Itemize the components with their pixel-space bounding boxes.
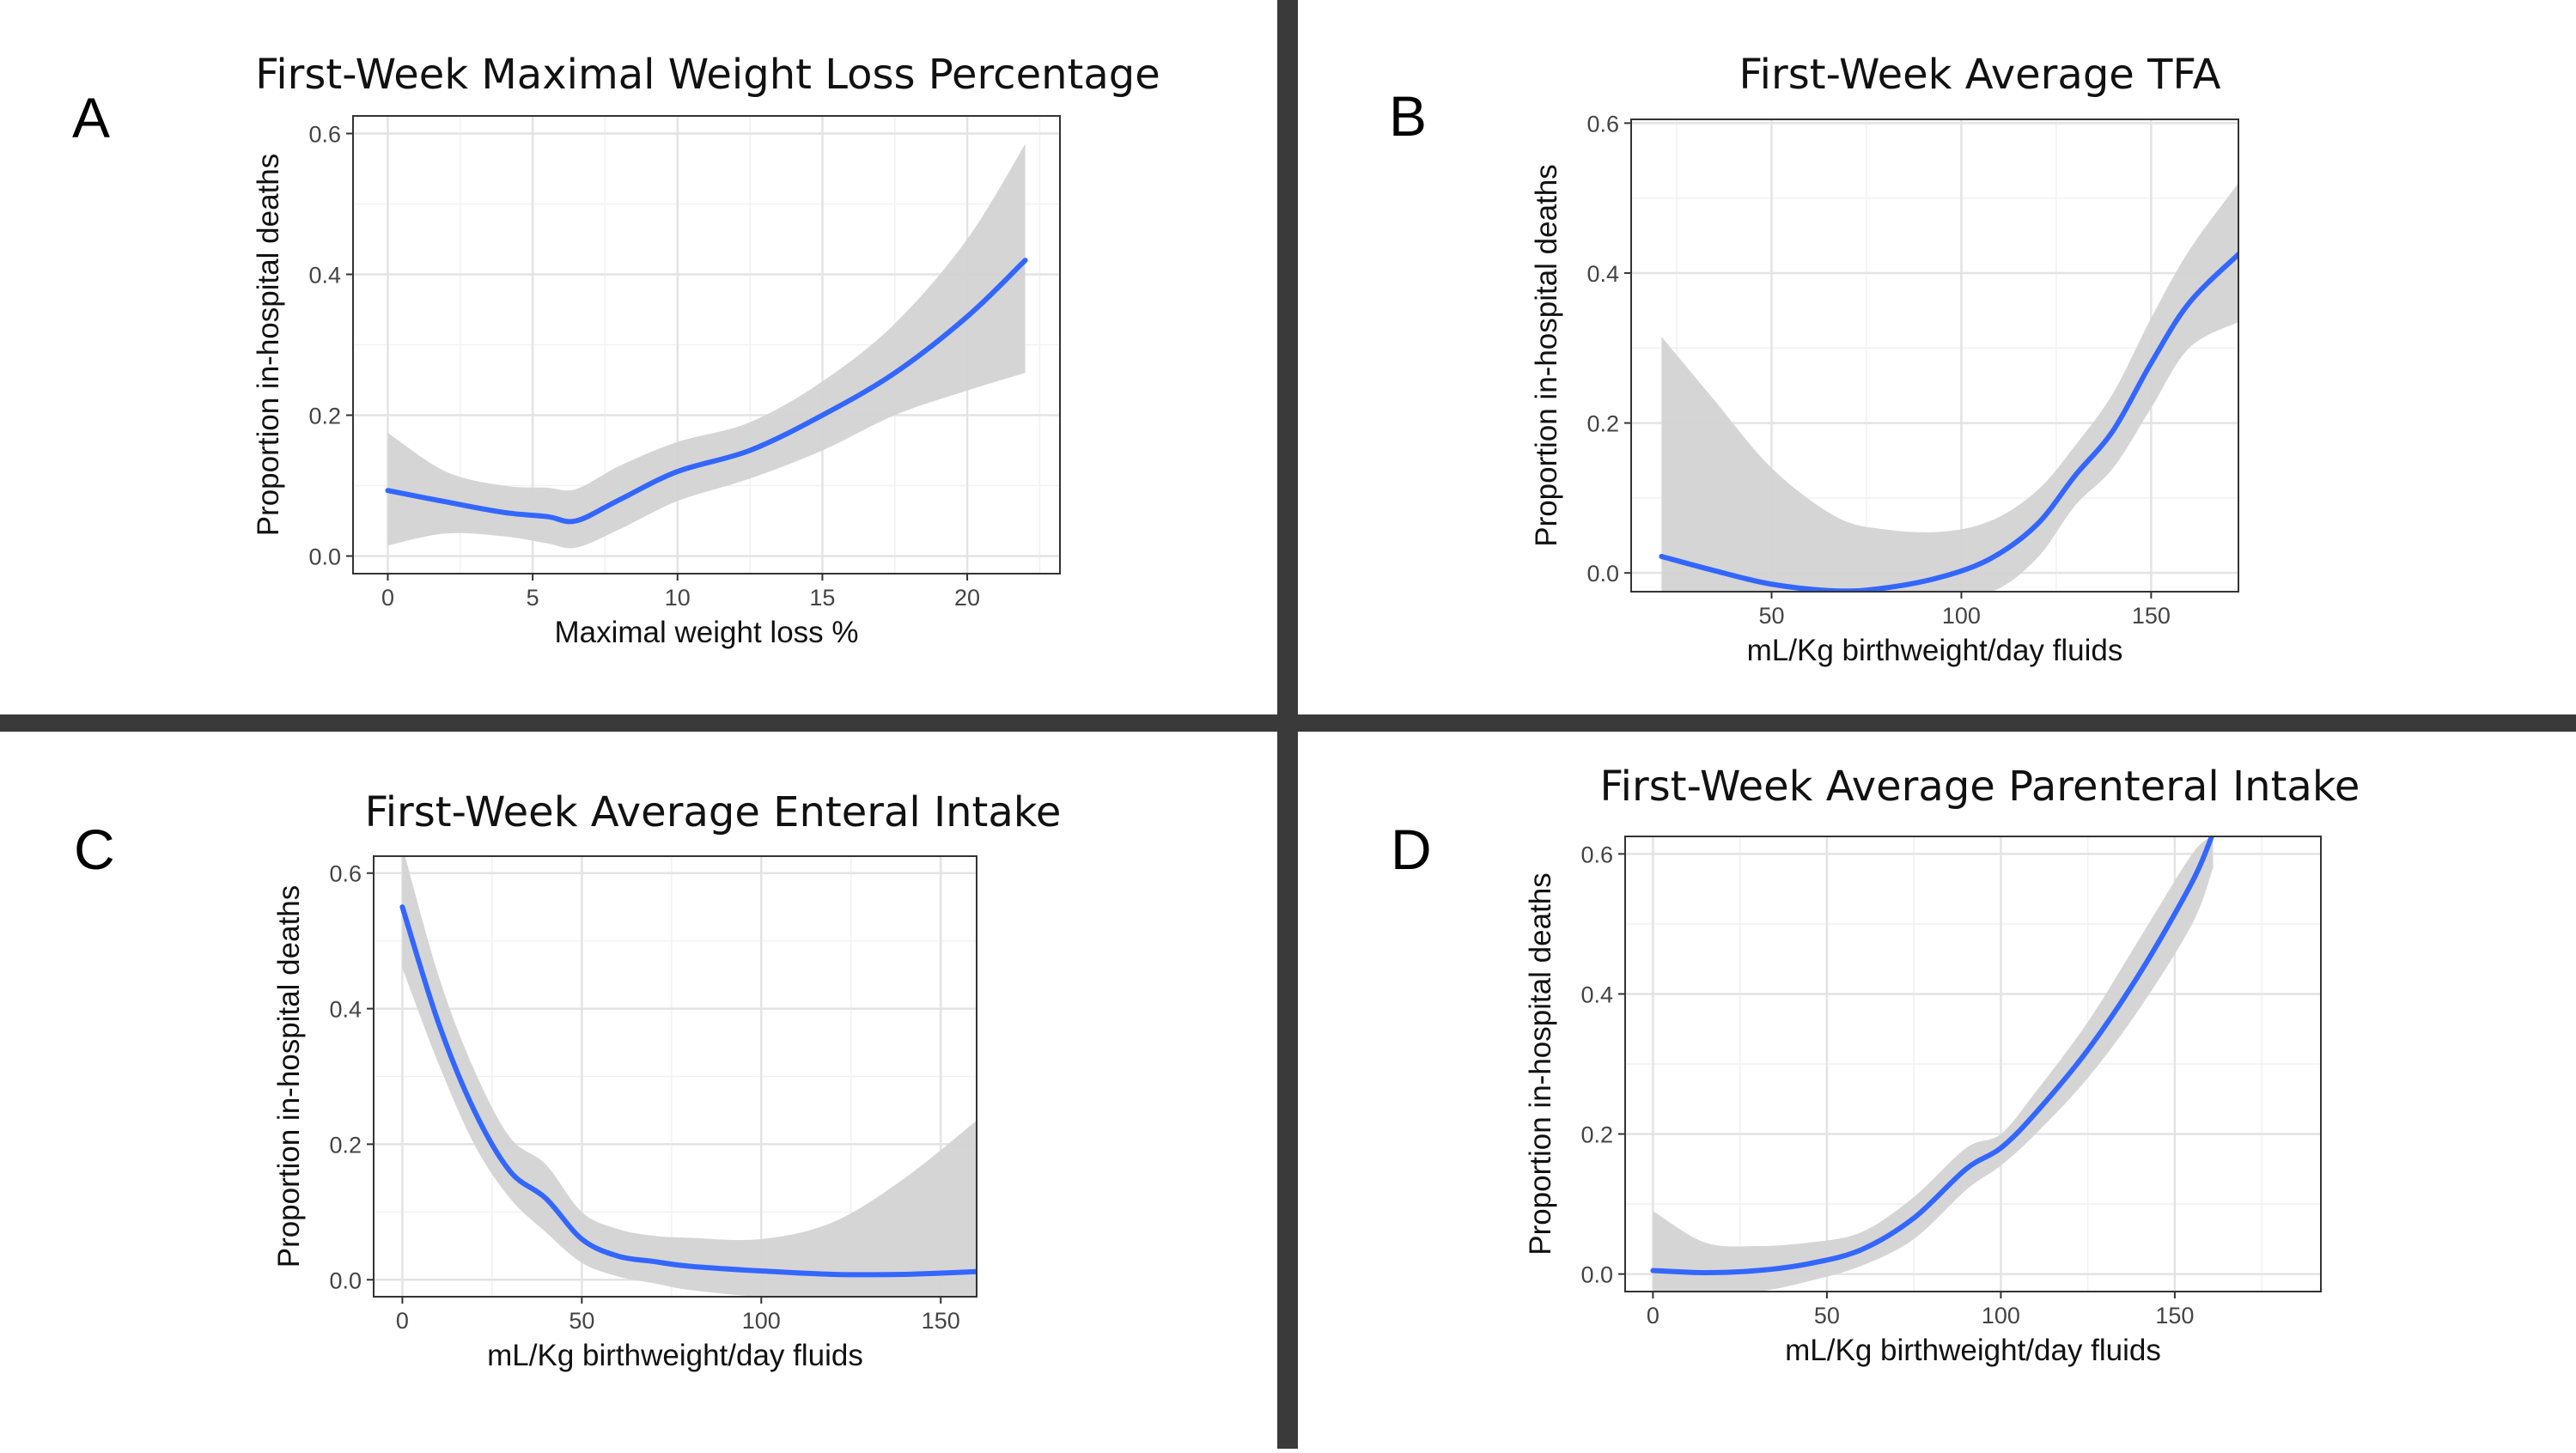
series-line <box>1650 836 2215 1275</box>
y-tick-label: 0.0 <box>329 1268 362 1293</box>
chart-b-svg: B First-Week Average TFA 50 100 150 0.0 0.2 0… <box>1389 51 2239 667</box>
plot-border <box>373 855 977 1298</box>
y-tick-label: 0.0 <box>308 544 341 570</box>
panel-title-d: First-Week Average Parenteral Intake <box>1600 763 2360 811</box>
x-tick-label: 50 <box>1758 603 1784 629</box>
panel-letter-d: D <box>1391 818 1432 881</box>
x-tick-label: 150 <box>2132 603 2171 629</box>
panel-title-c: First-Week Average Enteral Intake <box>365 788 1062 836</box>
plot-border <box>1630 119 2239 593</box>
x-tick-label: 20 <box>954 585 980 611</box>
x-tick-label: 100 <box>1942 603 1981 629</box>
x-tick-label: 0 <box>396 1308 409 1334</box>
x-axis-label: mL/Kg birthweight/day fluids <box>1785 1334 2161 1367</box>
confidence-band <box>387 143 1026 549</box>
x-tick-label: 0 <box>381 585 394 611</box>
panel-b: B First-Week Average TFA 50 100 150 0.0 0.2 0… <box>1298 0 2576 714</box>
panel-title-b: First-Week Average TFA <box>1739 51 2221 99</box>
x-tick-label: 5 <box>527 585 539 611</box>
chart-a-svg: A First-Week Maximal Weight Loss Percent… <box>72 51 1160 649</box>
confidence-band <box>1661 183 2238 592</box>
x-tick-label: 10 <box>665 585 691 611</box>
x-tick-label: 150 <box>922 1308 960 1334</box>
y-axis-label: Proportion in-hospital deaths <box>1524 872 1557 1255</box>
y-tick-label: 0.6 <box>1580 842 1613 867</box>
panel-title-a: First-Week Maximal Weight Loss Percentag… <box>255 51 1160 99</box>
y-axis-label: Proportion in-hospital deaths <box>272 885 306 1268</box>
x-axis-label: mL/Kg birthweight/day fluids <box>1747 634 2123 667</box>
series-line <box>399 904 977 1278</box>
panel-letter-a: A <box>72 86 110 149</box>
y-axis-label: Proportion in-hospital deaths <box>252 154 285 537</box>
panel-d: D First-Week Average Parenteral Intake 0… <box>1298 732 2576 1449</box>
x-tick-label: 100 <box>742 1308 781 1334</box>
chart-d-svg: D First-Week Average Parenteral Intake 0… <box>1391 763 2360 1367</box>
panel-a: A First-Week Maximal Weight Loss Percent… <box>0 0 1277 714</box>
y-tick-label: 0.0 <box>1586 561 1619 587</box>
confidence-band <box>402 856 977 1297</box>
y-tick-label: 0.4 <box>308 263 341 289</box>
y-tick-label: 0.0 <box>1580 1262 1613 1288</box>
y-axis-label: Proportion in-hospital deaths <box>1530 164 1563 547</box>
y-tick-label: 0.6 <box>329 861 362 887</box>
panel-letter-c: C <box>74 818 115 881</box>
x-tick-label: 15 <box>809 585 835 611</box>
y-tick-label: 0.4 <box>1580 982 1613 1007</box>
panel-c: C First-Week Average Enteral Intake 0 50 1… <box>0 732 1277 1449</box>
y-tick-label: 0.2 <box>308 404 341 429</box>
x-tick-label: 50 <box>1814 1303 1840 1328</box>
x-tick-label: 0 <box>1647 1303 1659 1328</box>
y-tick-label: 0.4 <box>329 997 362 1023</box>
x-axis-label: mL/Kg birthweight/day fluids <box>487 1339 863 1372</box>
y-tick-label: 0.2 <box>1580 1122 1613 1148</box>
y-tick-label: 0.6 <box>308 122 341 148</box>
y-tick-label: 0.2 <box>329 1132 362 1158</box>
panel-letter-b: B <box>1389 84 1427 148</box>
y-tick-label: 0.6 <box>1586 111 1619 137</box>
plot-border <box>1624 836 2322 1292</box>
chart-c-svg: C First-Week Average Enteral Intake 0 50 1… <box>74 788 1062 1372</box>
x-tick-label: 50 <box>569 1308 594 1334</box>
x-tick-label: 100 <box>1982 1303 2020 1328</box>
series-line <box>1659 252 2238 592</box>
y-tick-label: 0.4 <box>1586 261 1619 287</box>
y-tick-label: 0.2 <box>1586 411 1619 437</box>
x-tick-label: 150 <box>2155 1303 2194 1328</box>
x-axis-label: Maximal weight loss % <box>555 616 859 649</box>
plot-border <box>352 115 1061 575</box>
series-line <box>385 258 1028 525</box>
horizontal-divider <box>0 714 2576 732</box>
